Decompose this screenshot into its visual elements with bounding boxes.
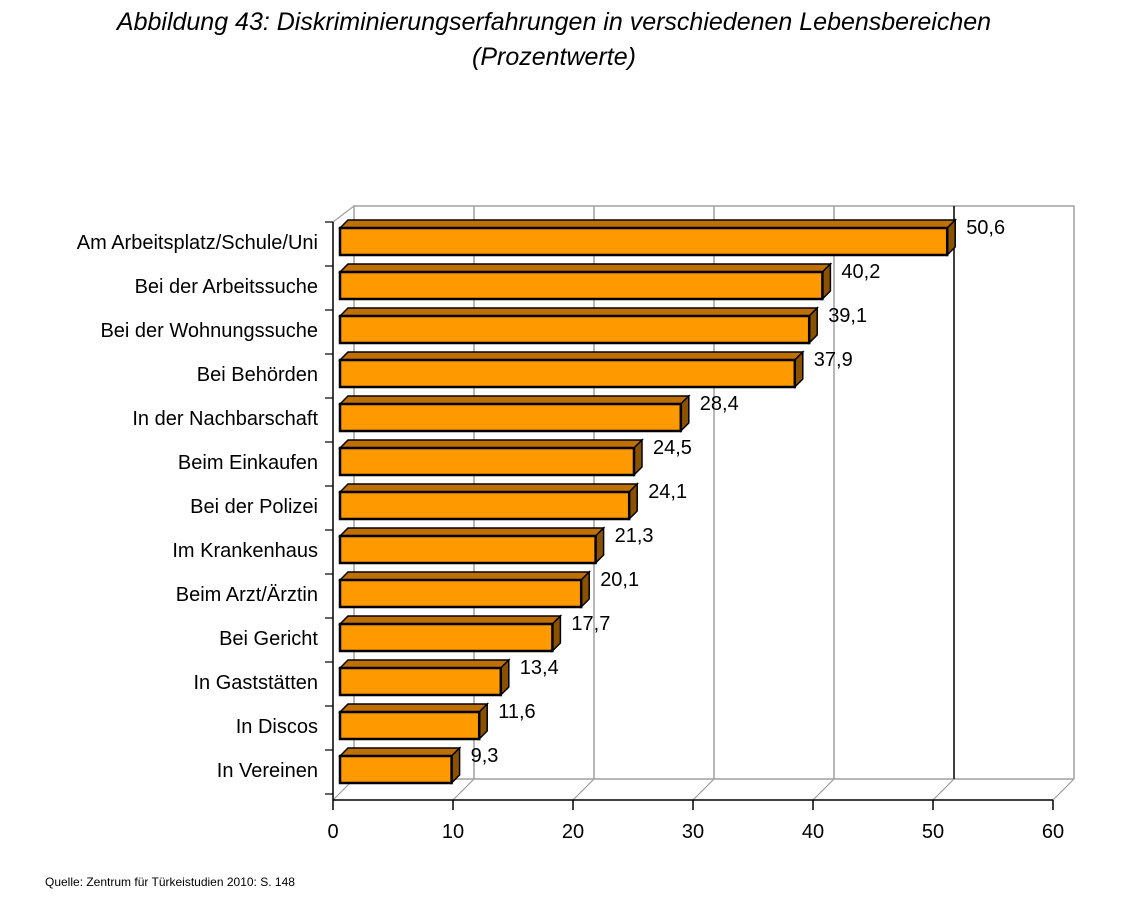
bar <box>338 446 636 477</box>
x-tick-label: 50 <box>922 821 944 843</box>
floor-gridline <box>452 778 475 801</box>
floor-diagonal <box>1052 778 1075 801</box>
bar <box>338 270 824 301</box>
x-tick-label: 10 <box>442 821 464 843</box>
data-label: 11,6 <box>498 701 535 723</box>
category-label: Bei Gericht <box>219 628 318 650</box>
bar <box>338 314 811 345</box>
category-label: In Vereinen <box>217 760 318 782</box>
floor-gridline <box>812 778 835 801</box>
bar <box>338 754 453 785</box>
bar <box>338 358 797 389</box>
bar <box>338 490 631 521</box>
floor-gridline <box>572 778 595 801</box>
wall-diagonal <box>332 205 355 223</box>
data-label: 21,3 <box>615 525 654 547</box>
bar <box>338 622 554 653</box>
category-label: Bei Behörden <box>197 364 318 386</box>
bar <box>338 710 481 741</box>
category-label: In Gaststätten <box>193 672 318 694</box>
bar <box>338 402 683 433</box>
source-note: Quelle: Zentrum für Türkeistudien 2010: … <box>45 875 295 889</box>
data-label: 17,7 <box>571 613 610 635</box>
category-label: Im Krankenhaus <box>172 540 318 562</box>
data-label: 28,4 <box>700 393 739 415</box>
data-label: 9,3 <box>471 745 499 767</box>
bar <box>338 534 597 565</box>
category-label: Beim Einkaufen <box>178 452 318 474</box>
category-label: In Discos <box>236 716 318 738</box>
data-label: 13,4 <box>520 657 559 679</box>
floor-gridline <box>692 778 715 801</box>
category-label: Beim Arzt/Ärztin <box>176 584 318 606</box>
x-tick-label: 20 <box>562 821 584 843</box>
data-label: 24,5 <box>653 437 692 459</box>
chart-title: Abbildung 43: Diskriminierungserfahrunge… <box>116 8 992 36</box>
data-label: 24,1 <box>648 481 687 503</box>
data-label: 20,1 <box>600 569 639 591</box>
category-label: Bei der Arbeitssuche <box>135 276 318 298</box>
x-tick-label: 0 <box>327 821 338 843</box>
x-tick-label: 40 <box>802 821 824 843</box>
bar <box>338 226 949 257</box>
category-label: Bei der Wohnungssuche <box>100 320 318 342</box>
x-tick-label: 60 <box>1042 821 1064 843</box>
bar <box>338 578 583 609</box>
data-label: 50,6 <box>966 217 1005 239</box>
x-tick-label: 30 <box>682 821 704 843</box>
data-label: 40,2 <box>841 261 880 283</box>
category-label: Am Arbeitsplatz/Schule/Uni <box>77 232 318 254</box>
data-label: 37,9 <box>814 349 853 371</box>
bar <box>338 666 503 697</box>
category-label: Bei der Polizei <box>190 496 318 518</box>
category-label: In der Nachbarschaft <box>132 408 318 430</box>
data-label: 39,1 <box>828 305 867 327</box>
chart-subtitle: (Prozentwerte) <box>472 43 636 71</box>
floor-gridline <box>932 778 955 801</box>
